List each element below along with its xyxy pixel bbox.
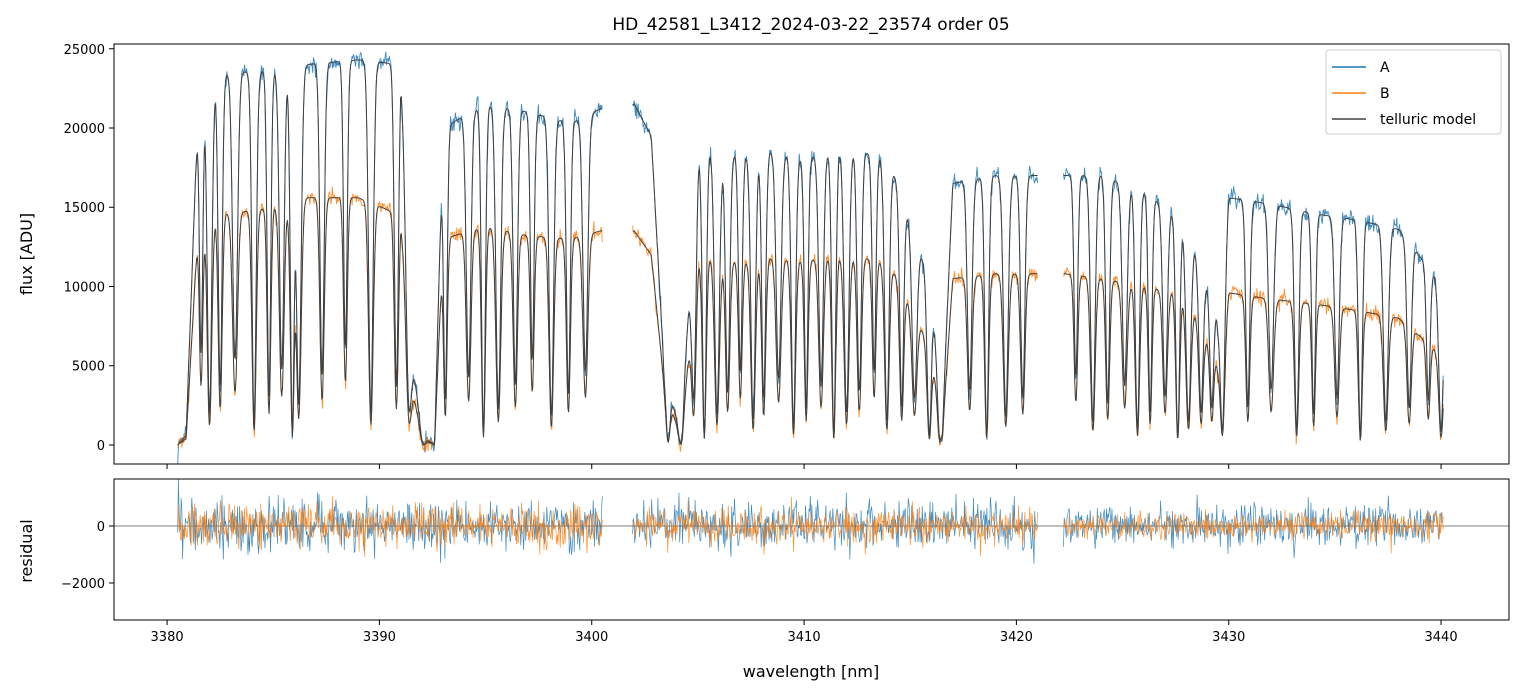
residual-y-ticks: −2000 0 xyxy=(61,520,114,592)
flux-y-ticks: 0 5000 10000 15000 20000 25000 xyxy=(64,43,114,454)
residual-series-group xyxy=(114,479,1509,564)
x-tick-label-1: 3390 xyxy=(363,630,396,645)
flux-panel: 0 5000 10000 15000 20000 25000 flux [ADU] ABt… xyxy=(17,43,1510,469)
flux-y-axis-label: flux [ADU] xyxy=(17,213,36,295)
chart-title: HD_42581_L3412_2024-03-22_23574 order 05 xyxy=(612,15,1009,35)
x-tick-label-0: 3380 xyxy=(151,630,184,645)
legend-box xyxy=(1325,49,1502,135)
residual-y-tick-label-0: −2000 xyxy=(61,577,105,592)
x-tick-label-4: 3420 xyxy=(1000,630,1033,645)
flux-y-tick-label-4: 20000 xyxy=(64,122,105,137)
legend-label-0: A xyxy=(1380,60,1390,76)
flux-y-tick-label-0: 0 xyxy=(97,439,105,454)
flux-y-tick-label-1: 5000 xyxy=(72,360,105,375)
flux-axes-frame xyxy=(113,43,1510,465)
legend-label-2: telluric model xyxy=(1380,112,1476,128)
residual-axes-frame xyxy=(113,478,1510,621)
flux-y-tick-label-5: 25000 xyxy=(64,43,105,58)
x-tick-label-2: 3400 xyxy=(575,630,608,645)
residual-y-axis-label: residual xyxy=(17,519,36,582)
flux-y-tick-label-2: 10000 xyxy=(64,280,105,295)
flux-y-tick-label-3: 15000 xyxy=(64,201,105,216)
x-axis-label: wavelength [nm] xyxy=(743,662,880,681)
flux-x-ticks xyxy=(166,464,1442,469)
flux-series-group xyxy=(177,51,1444,464)
residual-panel: −2000 0 3380 3390 3400 3410 3420 3430 3440 resi… xyxy=(17,478,1510,681)
series-B-residual-line xyxy=(177,496,1444,558)
telluric-model-B-line xyxy=(177,197,1444,446)
legend-label-1: B xyxy=(1380,86,1390,102)
x-tick-label-6: 3440 xyxy=(1425,630,1458,645)
residual-x-ticks: 3380 3390 3400 3410 3420 3430 3440 xyxy=(151,620,1458,645)
x-tick-label-5: 3430 xyxy=(1212,630,1245,645)
residual-y-tick-label-1: 0 xyxy=(97,520,105,535)
x-tick-label-3: 3410 xyxy=(788,630,821,645)
flux-plot-area xyxy=(114,44,1509,464)
residual-plot-area xyxy=(114,479,1509,620)
